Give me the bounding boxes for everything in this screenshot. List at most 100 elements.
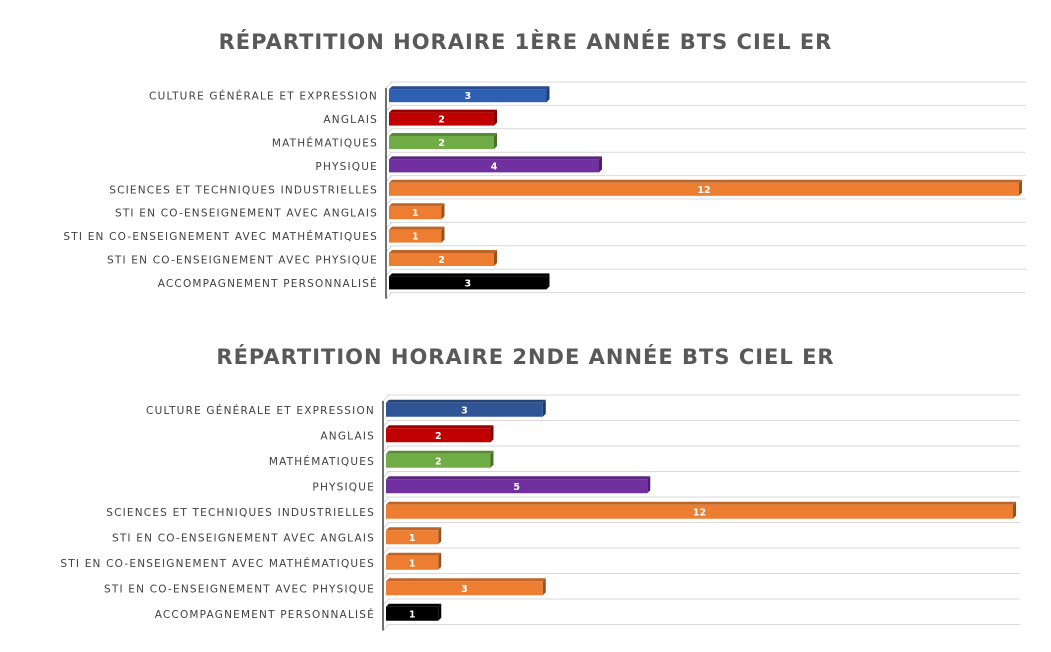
gridline-perspective (385, 292, 393, 299)
bar-face (386, 453, 491, 468)
category-label: STI EN CO-ENSEIGNEMENT AVEC PHYSIQUE (107, 255, 378, 267)
gridline-perspective (385, 128, 393, 136)
bar-side (438, 552, 442, 570)
data-label: 3 (464, 278, 471, 289)
data-label: 2 (438, 138, 445, 149)
bar-side (441, 226, 445, 243)
bar-side (494, 109, 497, 126)
gridline-perspective (385, 222, 393, 229)
gridlines (382, 394, 1020, 631)
bar-face (389, 112, 494, 126)
category-label: STI EN CO-ENSEIGNEMENT AVEC ANGLAIS (112, 532, 375, 544)
bar-side (542, 578, 546, 596)
bar-side (490, 450, 494, 468)
bar-top (389, 109, 497, 113)
category-label: PHYSIQUE (315, 161, 378, 173)
gridline-perspective (385, 175, 393, 182)
data-label: 12 (697, 185, 710, 196)
category-label: MATHÉMATIQUES (272, 137, 378, 150)
bar (386, 425, 494, 443)
data-label: 2 (438, 255, 445, 266)
category-label: ANGLAIS (323, 114, 378, 126)
bar-side (546, 273, 550, 290)
data-label: 12 (693, 507, 706, 518)
bar-top (389, 250, 497, 253)
bar (389, 109, 497, 126)
data-label: 1 (409, 558, 416, 569)
category-label: MATHÉMATIQUES (269, 455, 375, 468)
gridline-perspective (382, 547, 390, 555)
bar-side (438, 603, 442, 621)
bar-side (647, 476, 651, 494)
data-label: 3 (461, 584, 468, 595)
bar (386, 603, 442, 621)
gridline-perspective (385, 245, 393, 253)
bar-face (389, 253, 494, 266)
data-label: 2 (435, 431, 442, 442)
bar-face (386, 479, 648, 494)
bar (386, 476, 651, 494)
bar-side (438, 527, 442, 545)
gridline-perspective (382, 471, 390, 478)
chart-title: RÉPARTITION HORAIRE 2NDE ANNÉE BTS CIEL … (216, 345, 835, 369)
data-label: 4 (491, 161, 498, 172)
bar-face (389, 136, 494, 149)
gridline-perspective (385, 105, 393, 112)
bar-side (490, 425, 494, 443)
category-label: CULTURE GÉNÉRALE ET EXPRESSION (146, 404, 375, 417)
bar (389, 156, 602, 173)
category-label: SCIENCES ET TECHNIQUES INDUSTRIELLES (109, 184, 378, 196)
bar (386, 527, 442, 545)
data-label: 1 (409, 533, 416, 544)
bar-top (386, 552, 442, 556)
bar-side (546, 86, 550, 103)
bar-face (389, 159, 599, 173)
data-label: 1 (412, 232, 419, 243)
bar-top (389, 156, 602, 160)
category-label: ACCOMPAGNEMENT PERSONNALISÉ (158, 277, 378, 290)
bar-top (386, 603, 442, 607)
bar-face (386, 402, 543, 417)
bar-top (386, 399, 546, 403)
gridline-perspective (385, 81, 393, 89)
bar (389, 250, 497, 266)
category-label: SCIENCES ET TECHNIQUES INDUSTRIELLES (106, 507, 375, 519)
gridline-perspective (382, 573, 390, 580)
bar (386, 450, 494, 468)
bar-side (441, 203, 445, 220)
gridline-perspective (385, 151, 393, 159)
bar (389, 273, 550, 290)
bar-top (389, 226, 445, 230)
data-label: 1 (412, 208, 419, 219)
bar-top (386, 527, 442, 531)
bar (389, 203, 445, 220)
bar (386, 578, 546, 596)
bar-face (389, 229, 442, 243)
gridline-perspective (382, 445, 390, 453)
bar-face (389, 276, 547, 290)
bar-face (386, 555, 439, 570)
gridline-perspective (382, 598, 390, 606)
gridline-perspective (382, 394, 390, 402)
category-label: STI EN CO-ENSEIGNEMENT AVEC MATHÉMATIQUE… (63, 230, 378, 243)
bar-plot: 3 CULTURE GÉNÉRALE ET EXPRESSION 2 ANGLAIS 2… (63, 81, 1026, 299)
bar-side (599, 156, 602, 173)
data-label: 5 (513, 482, 520, 493)
bar-face (386, 581, 543, 596)
bar-top (386, 450, 494, 454)
data-label: 2 (438, 115, 445, 126)
bar (389, 226, 445, 243)
bar-face (389, 89, 547, 103)
chart-1ere-annee: RÉPARTITION HORAIRE 1ÈRE ANNÉE BTS CIEL … (0, 0, 1051, 320)
bar-face (386, 428, 491, 443)
category-label: PHYSIQUE (312, 481, 375, 493)
gridline-perspective (382, 522, 390, 529)
bar-top (389, 133, 497, 136)
bar (386, 552, 442, 570)
category-label: CULTURE GÉNÉRALE ET EXPRESSION (149, 90, 378, 103)
gridline-perspective (385, 268, 393, 276)
bar-top (389, 273, 550, 277)
data-label: 3 (464, 91, 471, 102)
